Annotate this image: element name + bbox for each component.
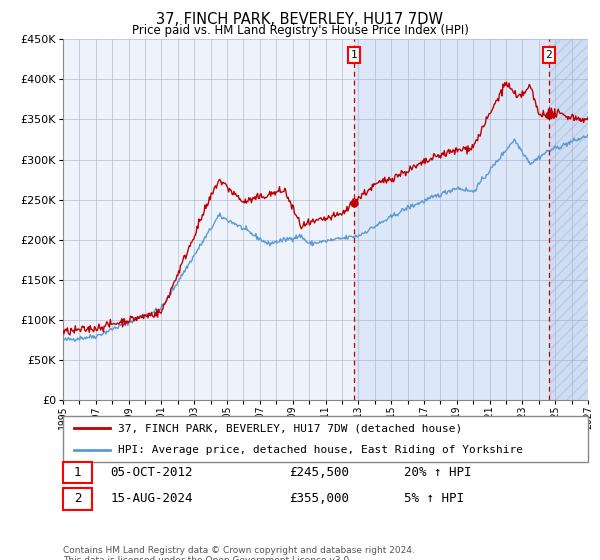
Bar [549, 39, 588, 400]
Text: 20% ↑ HPI: 20% ↑ HPI [404, 466, 472, 479]
Text: 1: 1 [351, 50, 358, 60]
Text: Contains HM Land Registry data © Crown copyright and database right 2024.
This d: Contains HM Land Registry data © Crown c… [63, 546, 415, 560]
Bar [354, 39, 549, 400]
Text: 2: 2 [545, 50, 553, 60]
Text: 15-AUG-2024: 15-AUG-2024 [110, 492, 193, 506]
Text: 37, FINCH PARK, BEVERLEY, HU17 7DW (detached house): 37, FINCH PARK, BEVERLEY, HU17 7DW (deta… [118, 423, 463, 433]
Text: £355,000: £355,000 [289, 492, 349, 506]
Text: Price paid vs. HM Land Registry's House Price Index (HPI): Price paid vs. HM Land Registry's House … [131, 24, 469, 36]
Text: 1: 1 [74, 466, 81, 479]
Text: 37, FINCH PARK, BEVERLEY, HU17 7DW: 37, FINCH PARK, BEVERLEY, HU17 7DW [157, 12, 443, 27]
Text: 5% ↑ HPI: 5% ↑ HPI [404, 492, 464, 506]
Bar [63, 462, 92, 483]
Bar [63, 488, 92, 510]
Text: 05-OCT-2012: 05-OCT-2012 [110, 466, 193, 479]
Text: 2: 2 [74, 492, 81, 506]
Text: £245,500: £245,500 [289, 466, 349, 479]
Text: HPI: Average price, detached house, East Riding of Yorkshire: HPI: Average price, detached house, East… [118, 445, 523, 455]
